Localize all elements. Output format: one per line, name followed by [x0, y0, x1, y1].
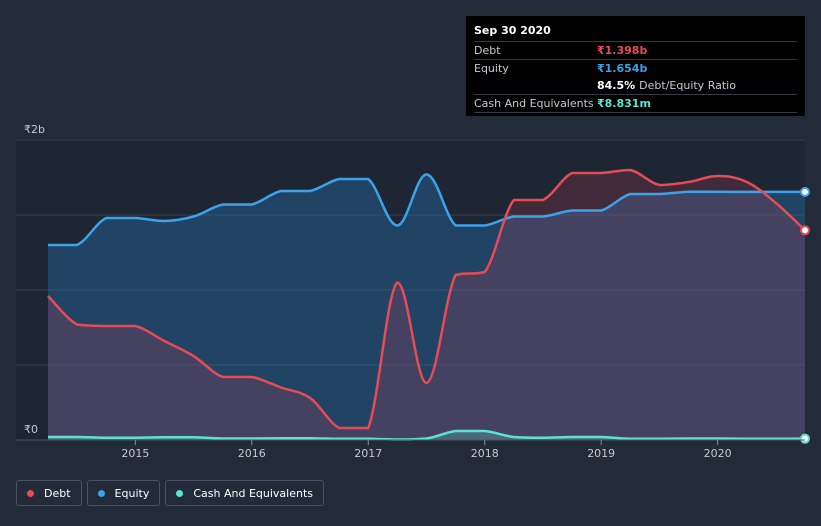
x-tick-label: 2015 — [121, 447, 149, 460]
legend-item-equity[interactable]: Equity — [86, 480, 161, 506]
tooltip-row-equity: Equity ₹1.654b — [474, 60, 797, 77]
x-tick-label: 2019 — [587, 447, 615, 460]
line-debt — [47, 168, 806, 430]
y-tick-label-max: ₹2b — [24, 123, 45, 136]
end-marker-cash-and-equivalents — [800, 433, 810, 444]
legend-label: Cash And Equivalents — [193, 486, 313, 500]
x-tick-label: 2018 — [471, 447, 499, 460]
tooltip-label: Cash And Equivalents — [474, 97, 594, 110]
legend-item-cash[interactable]: Cash And Equivalents — [165, 480, 324, 506]
tooltip-row-ratio: 84.5% Debt/Equity Ratio — [474, 77, 797, 95]
tooltip-label: Equity — [474, 62, 509, 75]
legend-dot-icon — [27, 489, 34, 497]
y-tick-label-zero: ₹0 — [24, 423, 38, 436]
chart-legend: Debt Equity Cash And Equivalents — [16, 480, 324, 506]
end-marker-debt — [800, 225, 810, 236]
tooltip-date: Sep 30 2020 — [474, 24, 797, 42]
legend-label: Equity — [114, 486, 150, 500]
tooltip-label: Debt — [474, 44, 501, 57]
legend-item-debt[interactable]: Debt — [16, 480, 82, 506]
legend-dot-icon — [97, 489, 105, 497]
tooltip-panel: Sep 30 2020 Debt ₹1.398b Equity ₹1.654b … — [466, 16, 805, 116]
x-tick-label: 2020 — [704, 447, 732, 460]
tooltip-value-ratio: 84.5% — [597, 79, 636, 92]
line-cash-and-equivalents — [48, 429, 806, 441]
tooltip-value-equity: ₹1.654b — [597, 62, 648, 75]
area-equity — [48, 174, 805, 440]
end-markers — [800, 186, 810, 444]
tooltip-ratio-caption: Debt/Equity Ratio — [639, 79, 736, 92]
gridlines — [16, 139, 805, 441]
tooltip-value-cash: ₹8.831m — [597, 97, 651, 110]
tooltip-row-cash: Cash And Equivalents ₹8.831m — [474, 95, 797, 113]
x-tick-label: 2017 — [354, 447, 382, 460]
x-tick-label: 2016 — [238, 447, 266, 460]
end-marker-equity — [800, 186, 810, 197]
series-lines — [47, 168, 806, 441]
line-equity — [48, 173, 805, 247]
x-axis: 2015 2016 2017 2018 2019 2020 — [16, 439, 805, 460]
legend-dot-icon — [176, 489, 184, 497]
legend-label: Debt — [44, 486, 71, 500]
area-debt — [48, 170, 805, 440]
tooltip-row-debt: Debt ₹1.398b — [474, 42, 797, 60]
tooltip-value-debt: ₹1.398b — [597, 44, 648, 57]
